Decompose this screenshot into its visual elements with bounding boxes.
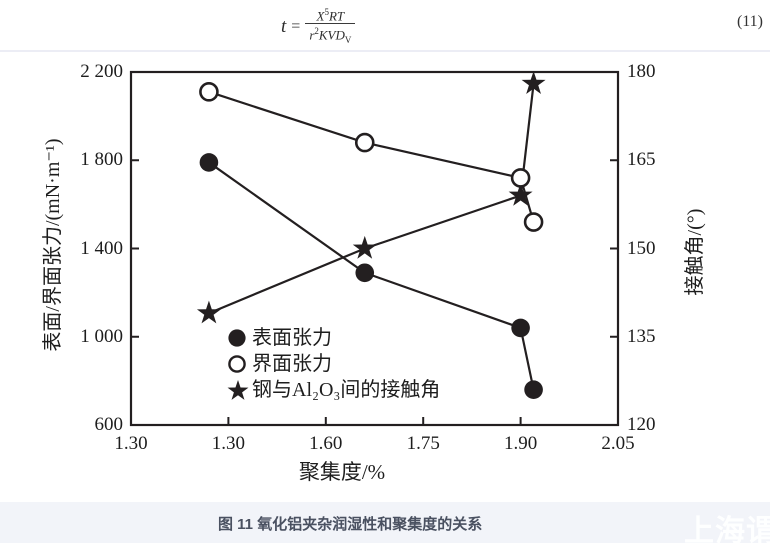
legend-item-interfacial-tension: 界面张力 — [226, 351, 440, 377]
legend-label: 表面张力 — [252, 327, 332, 349]
denominator-exponent: 2 — [314, 26, 319, 37]
marker-filled-circle-series-0 — [524, 380, 543, 400]
fraction-numerator: X5RT — [313, 5, 349, 23]
y-left-tick-label: 1 400 — [80, 237, 123, 259]
x-tick-label: 2.05 — [601, 433, 635, 454]
watermark: 上海谓 — [684, 515, 770, 543]
y-left-tick-label: 600 — [94, 414, 124, 435]
series-line-2 — [208, 83, 535, 315]
denominator-terms: KVD — [318, 27, 345, 43]
filled-circle-marker-icon — [226, 326, 252, 350]
marker-open-circle-series-1 — [199, 82, 219, 102]
y-right-tick-label: 120 — [627, 414, 656, 435]
legend-label: 钢与Al₂O₃间的接触角 — [252, 379, 441, 401]
marker-open-circle-series-1 — [354, 132, 375, 153]
y-right-tick-label: 180 — [627, 61, 656, 82]
figure-caption: 图 11 氧化铝夹杂润湿性和聚集度的关系 — [218, 516, 483, 533]
denominator-subscript: V — [344, 35, 352, 46]
star-marker-icon — [226, 378, 252, 402]
equation-lhs: t — [281, 15, 287, 37]
marker-star-series-2 — [521, 71, 546, 94]
y-left-tick-label: 2 200 — [80, 61, 123, 82]
equation-fraction: X5RT r2KVDV — [305, 5, 356, 48]
numerator-terms: RT — [328, 8, 345, 24]
y-right-tick-label: 135 — [627, 325, 656, 347]
equation-section: t = X5RT r2KVDV (11) — [0, 0, 770, 52]
chart-legend: 表面张力 界面张力 钢与Al₂O₃间的接触角 — [226, 325, 440, 403]
y-left-tick-label: 1 000 — [80, 325, 123, 347]
equals-sign: = — [291, 17, 301, 35]
figure-section: 表面/界面张力/(mN·m⁻¹) 接触角/(°) 聚集度/% 表面张力 界面张力 — [0, 52, 770, 502]
series-line-0 — [208, 161, 535, 390]
numerator-variable: X — [316, 8, 325, 24]
y-right-tick-label: 150 — [627, 237, 656, 259]
x-tick-label: 1.90 — [503, 433, 538, 454]
chart-plot — [129, 70, 620, 427]
open-circle-marker-icon — [226, 352, 252, 376]
marker-filled-circle-series-0 — [511, 318, 530, 338]
series-line-1 — [208, 90, 535, 223]
fraction-denominator: r2KVDV — [305, 23, 356, 48]
denominator-variable: r — [309, 27, 315, 43]
x-tick-label: 1.60 — [309, 433, 343, 454]
marker-open-circle-series-1 — [523, 212, 544, 232]
legend-item-contact-angle: 钢与Al₂O₃间的接触角 — [226, 377, 440, 403]
marker-open-circle-series-1 — [510, 168, 531, 188]
legend-item-surface-tension: 表面张力 — [226, 325, 440, 351]
marker-star-series-2 — [508, 182, 533, 206]
x-tick-label: 1.75 — [406, 433, 440, 454]
x-tick-label: 1.30 — [211, 433, 246, 454]
marker-star-series-2 — [196, 300, 221, 324]
marker-filled-circle-series-0 — [355, 263, 375, 283]
equation: t = X5RT r2KVDV — [281, 5, 356, 48]
legend-label: 界面张力 — [252, 353, 332, 375]
x-axis-title: 聚集度/% — [298, 460, 386, 484]
marker-filled-circle-series-0 — [199, 153, 219, 172]
marker-star-series-2 — [352, 235, 377, 259]
numerator-exponent: 5 — [324, 7, 329, 17]
x-tick-label: 1.30 — [114, 433, 148, 454]
equation-number: (11) — [736, 13, 763, 30]
y-right-tick-label: 165 — [627, 149, 656, 171]
caption-bar: 图 11 氧化铝夹杂润湿性和聚集度的关系 上海谓 — [0, 502, 770, 543]
y-left-tick-label: 1 800 — [80, 149, 123, 171]
